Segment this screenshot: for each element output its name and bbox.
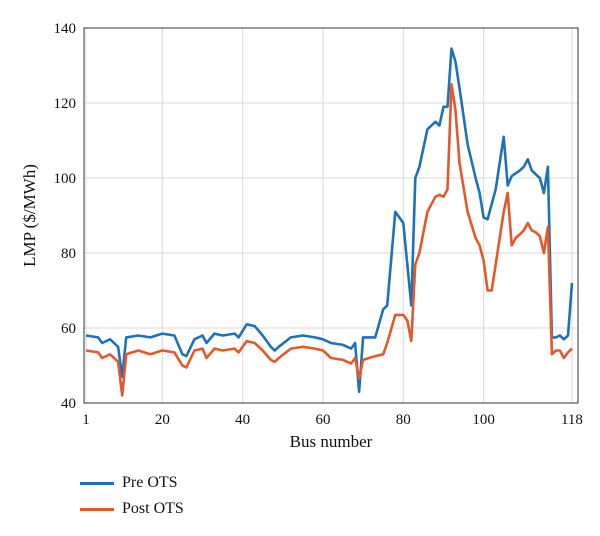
legend-swatch-post-ots bbox=[80, 507, 114, 511]
y-tick-label: 60 bbox=[61, 321, 76, 337]
x-tick-label: 1 bbox=[82, 412, 90, 428]
y-tick-labels: 40 60 80 100 120 140 bbox=[54, 21, 77, 412]
x-tick-label: 40 bbox=[235, 412, 250, 428]
series-line-pre-ots bbox=[85, 47, 574, 394]
y-tick-label: 140 bbox=[54, 21, 77, 37]
x-tick-labels: 1 20 40 60 80 100 118 bbox=[82, 412, 583, 428]
y-tick-label: 120 bbox=[54, 96, 77, 112]
y-tick-label: 100 bbox=[54, 171, 77, 187]
x-tick-label: 20 bbox=[155, 412, 170, 428]
series-lines bbox=[85, 47, 574, 397]
legend-label-pre-ots: Pre OTS bbox=[122, 474, 178, 491]
x-axis-title: Bus number bbox=[290, 432, 373, 451]
legend-item-post-ots: Post OTS bbox=[80, 496, 184, 522]
y-tick-label: 80 bbox=[61, 246, 76, 262]
y-tick-label: 40 bbox=[61, 396, 76, 412]
legend-item-pre-ots: Pre OTS bbox=[80, 470, 184, 496]
x-tick-label: 60 bbox=[315, 412, 330, 428]
series-line-post-ots bbox=[85, 83, 573, 397]
x-tick-label: 100 bbox=[472, 412, 495, 428]
legend-swatch-pre-ots bbox=[80, 481, 114, 485]
y-axis-title: LMP ($/MWh) bbox=[20, 164, 39, 267]
legend: Pre OTS Post OTS bbox=[80, 470, 184, 522]
legend-label-post-ots: Post OTS bbox=[122, 500, 184, 517]
x-tick-label: 118 bbox=[561, 412, 583, 428]
plot-frame bbox=[83, 27, 579, 404]
x-tick-label: 80 bbox=[396, 412, 411, 428]
